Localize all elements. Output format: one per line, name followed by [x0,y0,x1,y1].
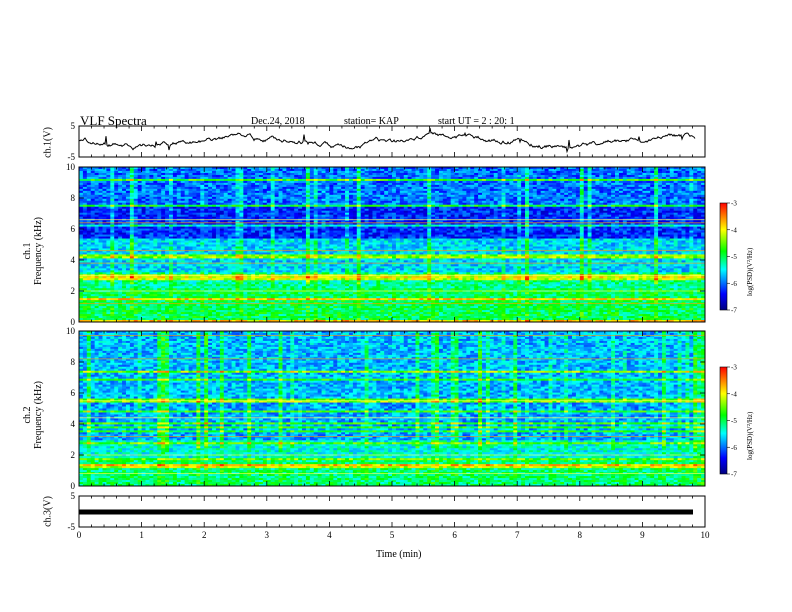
x-axis-label: Time (min) [376,549,421,560]
x-tick-label: 8 [578,530,583,540]
colorbar-tick-label: -3 [731,364,737,372]
colorbar-tick-label: -3 [731,200,737,208]
y-tick-label: 10 [66,326,76,336]
y-tick-label: 8 [71,357,76,367]
x-tick-label: 1 [139,530,144,540]
y-tick-label: 0 [71,317,76,327]
ch1-waveform-line [78,127,696,154]
y-tick-label: 8 [71,193,76,203]
colorbar-tick-label: -4 [731,226,737,234]
y-tick-label: 6 [71,224,76,234]
x-tick-label: 7 [515,530,520,540]
y-tick-label: 5 [71,121,76,131]
x-tick-label: 2 [202,530,207,540]
x-tick-label: 3 [265,530,270,540]
x-tick-label: 5 [390,530,395,540]
station-label: station= KAP [344,116,399,127]
y-tick-label: -5 [68,152,76,162]
x-axis-label-text: Time (min) [376,549,421,560]
y-tick-label: 4 [71,419,76,429]
x-tick-label: 9 [640,530,645,540]
colorbars: -3 -4 -5 -6 -7 -3 -4 -5 -6 -7 [719,200,737,479]
y-tick-label: 5 [71,491,76,501]
start-time-label: start UT = 2 : 20: 1 [438,116,515,127]
colorbar-2 [719,366,728,475]
y-tick-label: -5 [68,522,76,532]
ch2-spectrogram-panel [79,331,706,487]
colorbar-tick-label: -6 [731,280,737,288]
y-tick-label: 0 [71,481,76,491]
colorbar-tick-label: -6 [731,444,737,452]
y-tick-label: 2 [71,450,76,460]
y-tick-label: 2 [71,286,76,296]
x-tick-label: 6 [452,530,457,540]
colorbar-tick-label: -4 [731,390,737,398]
colorbar-1 [719,202,728,311]
y-tick-label: 6 [71,388,76,398]
x-tick-label: 0 [77,530,82,540]
ch1-spectrogram-panel [79,167,706,323]
colorbar-tick-label: -7 [731,471,737,479]
y-tick-label: 4 [71,255,76,265]
colorbar-tick-label: -5 [731,253,737,261]
figure-title: VLF Spectra [80,113,147,129]
colorbar-tick-label: -7 [731,307,737,315]
x-tick-label: 10 [701,530,711,540]
colorbar-tick-label: -5 [731,417,737,425]
x-tick-label: 4 [327,530,332,540]
ch1-waveform-panel [78,127,696,154]
date-label: Dec.24, 2018 [251,116,305,127]
y-tick-label: 10 [66,162,76,172]
